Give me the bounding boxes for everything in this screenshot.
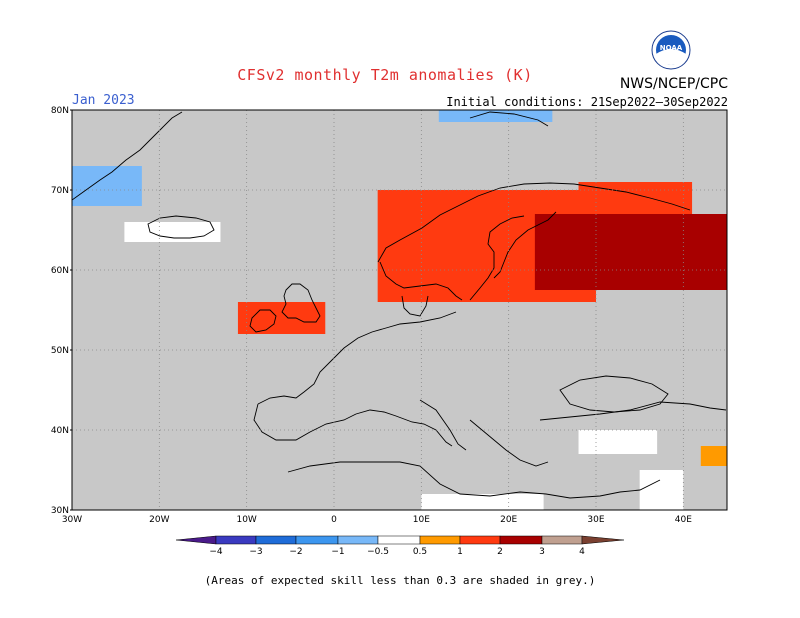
- legend-tick-label: −4: [209, 547, 223, 557]
- region-iceland: [124, 222, 221, 242]
- lat-label: 70N: [51, 186, 69, 196]
- lon-label: 40E: [675, 515, 692, 525]
- initial-conditions: Initial conditions: 21Sep2022–30Sep2022: [446, 95, 728, 109]
- legend-tick-label: 0.5: [413, 547, 427, 557]
- lat-label: 40N: [51, 426, 69, 436]
- chart-title: CFSv2 monthly T2m anomalies (K): [237, 66, 533, 84]
- lat-label: 30N: [51, 506, 69, 516]
- legend-bin: [377, 535, 421, 545]
- map-frame: [71, 109, 728, 511]
- lat-labels: 80N 70N 60N 50N 40N 30N: [51, 106, 72, 516]
- legend-tick-label: 2: [497, 547, 503, 557]
- region-greenland-coast: [72, 166, 142, 206]
- lon-labels: 30W 20W 10W 0 10E 20E 30E 40E: [62, 515, 692, 525]
- region-svalbard: [438, 110, 553, 122]
- lat-label: 80N: [51, 106, 69, 116]
- lat-label: 60N: [51, 266, 69, 276]
- lon-label: 10E: [413, 515, 430, 525]
- region-turkey-east: [700, 446, 727, 466]
- legend-tick-label: −3: [249, 547, 262, 557]
- region-north-africa: [421, 494, 544, 510]
- lon-label: 10W: [236, 515, 256, 525]
- legend-bin: [295, 535, 339, 545]
- region-british-isles: [237, 302, 326, 334]
- skill-footnote: (Areas of expected skill less than 0.3 a…: [204, 574, 596, 587]
- legend-bin: [581, 535, 625, 545]
- legend-tick-label: 3: [539, 547, 545, 557]
- color-legend: −4 −3 −2 −1 −0.5 0.5 1 2 3 4: [175, 535, 625, 557]
- lon-label: 20W: [149, 515, 169, 525]
- lat-label: 50N: [51, 346, 69, 356]
- legend-bin: [175, 535, 217, 545]
- lon-label: 30W: [62, 515, 82, 525]
- noaa-logo: NOAA: [651, 30, 691, 74]
- legend-tick-label: −1: [331, 547, 344, 557]
- logo-text: NOAA: [660, 44, 683, 52]
- legend-tick-label: 4: [579, 547, 585, 557]
- agency-label: NWS/NCEP/CPC: [619, 76, 728, 92]
- legend-bin: [215, 535, 257, 545]
- target-month: Jan 2023: [72, 93, 135, 108]
- region-western-russia: [534, 214, 727, 290]
- legend-bin: [337, 535, 379, 545]
- lon-label: 20E: [500, 515, 517, 525]
- legend-bin: [419, 535, 461, 545]
- legend-bin: [459, 535, 501, 545]
- region-levant: [639, 470, 684, 510]
- legend-bin: [541, 535, 583, 545]
- legend-tick-label: 1: [457, 547, 463, 557]
- legend-tick-label: −2: [289, 547, 302, 557]
- legend-tick-label: −0.5: [367, 547, 389, 557]
- lon-label: 30E: [587, 515, 604, 525]
- legend-bin: [255, 535, 297, 545]
- coastlines: [72, 111, 727, 499]
- gridlines: [72, 110, 727, 510]
- lon-label: 0: [331, 515, 337, 525]
- legend-bin: [499, 535, 543, 545]
- region-anatolia: [578, 430, 658, 454]
